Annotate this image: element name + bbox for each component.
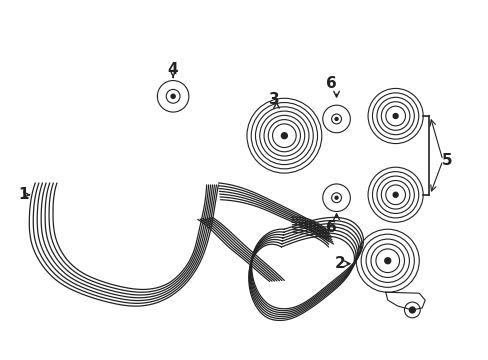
Text: 5: 5 [441,153,451,168]
Text: 6: 6 [325,220,336,235]
Circle shape [334,117,337,121]
Text: 2: 2 [334,256,345,271]
Circle shape [392,192,397,197]
Text: 1: 1 [18,187,29,202]
Circle shape [408,307,414,313]
Text: 6: 6 [325,76,336,91]
Circle shape [281,133,287,139]
Circle shape [171,94,175,98]
Circle shape [334,196,337,199]
Text: 4: 4 [167,62,178,77]
Circle shape [392,113,397,118]
Text: 3: 3 [269,92,279,107]
Circle shape [384,258,390,264]
